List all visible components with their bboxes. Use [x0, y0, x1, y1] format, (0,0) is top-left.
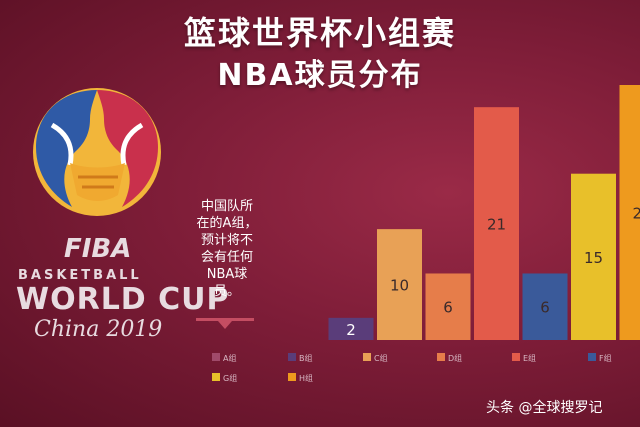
bar-3 [377, 229, 422, 340]
legend-label: B组 [299, 353, 313, 363]
legend-swatch [588, 353, 596, 361]
bar-6 [522, 273, 568, 340]
bar-value-label: 6 [540, 299, 550, 317]
bar-value-label: 6 [443, 299, 453, 317]
bar-value-label: 15 [584, 249, 603, 267]
bar-4 [425, 273, 471, 340]
fiba-world-cup-logo-icon [33, 88, 161, 216]
legend-swatch [512, 353, 520, 361]
legend-label: E组 [523, 353, 536, 363]
legend-swatch [288, 353, 296, 361]
bar-value-label: 21 [487, 216, 506, 234]
legend-swatch [212, 373, 220, 381]
logo-fiba-text: FIBA [64, 234, 132, 264]
legend-label: F组 [599, 353, 612, 363]
chart-title-line-2: NBA球员分布 [217, 58, 423, 93]
bar-value-label: 2 [346, 321, 356, 339]
bar-7 [571, 173, 616, 340]
bar-8 [619, 85, 640, 340]
chart-title-line-1: 篮球世界杯小组赛 [183, 14, 456, 52]
legend-swatch [288, 373, 296, 381]
legend-label: H组 [299, 373, 313, 383]
legend-swatch [437, 353, 445, 361]
legend-label: C组 [374, 353, 388, 363]
logo-world-cup-text: WORLD CUP [16, 282, 230, 317]
bar-value-label: 23 [632, 205, 640, 223]
watermark: 头条 @全球搜罗记 [486, 400, 603, 416]
logo-china-2019-text: China 2019 [34, 317, 163, 342]
legend-swatch [363, 353, 371, 361]
annotation-text: 中国队所在的A组，预计将不会有任何NBA球员。 [196, 199, 258, 299]
annotation-underline [196, 318, 254, 321]
legend-swatch [212, 353, 220, 361]
legend-label: G组 [223, 373, 237, 383]
legend-label: A组 [223, 353, 236, 363]
bar-2 [328, 317, 374, 340]
bar-value-label: 10 [390, 277, 409, 295]
bar-5 [474, 107, 519, 340]
annotation-pointer-icon [218, 321, 232, 329]
logo-basketball-text: BASKETBALL [18, 268, 142, 283]
legend-label: D组 [448, 353, 462, 363]
